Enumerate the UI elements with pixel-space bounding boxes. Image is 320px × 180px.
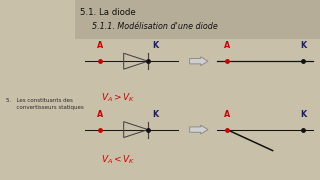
Text: $\mathit{V}_A<\mathit{V}_K$: $\mathit{V}_A<\mathit{V}_K$ (101, 153, 135, 166)
Text: K: K (300, 110, 306, 119)
Text: $\mathit{V}_A>\mathit{V}_K$: $\mathit{V}_A>\mathit{V}_K$ (101, 92, 135, 104)
Bar (75, 0, 320, 39)
Text: 5.   Les constituants des
      convertisseurs statiques: 5. Les constituants des convertisseurs s… (6, 98, 84, 110)
Text: A: A (224, 41, 230, 50)
Polygon shape (190, 57, 208, 66)
Text: 5.1. La diode: 5.1. La diode (80, 8, 136, 17)
Text: K: K (300, 41, 306, 50)
Text: A: A (224, 110, 230, 119)
Text: 5.1.1. Modélisation d'une diode: 5.1.1. Modélisation d'une diode (92, 22, 218, 31)
Polygon shape (190, 125, 208, 134)
Text: A: A (97, 41, 103, 50)
Text: K: K (152, 41, 158, 50)
Text: K: K (152, 110, 158, 119)
Text: A: A (97, 110, 103, 119)
